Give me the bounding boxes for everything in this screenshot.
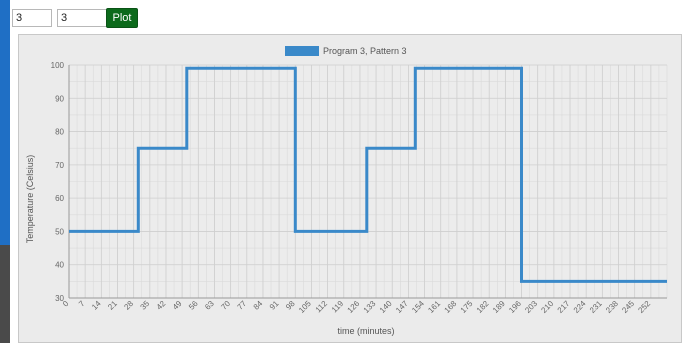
x-tick-label: 119: [330, 299, 346, 315]
x-tick-label: 133: [362, 299, 378, 315]
x-tick-label: 168: [442, 299, 458, 315]
x-tick-label: 49: [171, 299, 184, 312]
x-tick-label: 189: [491, 299, 507, 315]
x-tick-label: 56: [187, 299, 200, 312]
program-input[interactable]: [12, 9, 52, 27]
x-tick-label: 126: [346, 299, 362, 315]
y-tick-label: 40: [55, 261, 64, 270]
y-axis-title: Temperature (Celsius): [25, 155, 35, 244]
x-tick-label: 0: [61, 299, 71, 309]
x-tick-label: 147: [394, 299, 410, 315]
x-tick-label: 140: [378, 299, 394, 315]
x-tick-label: 70: [219, 299, 232, 312]
plot-button[interactable]: Plot: [106, 8, 138, 28]
x-tick-label: 196: [507, 299, 523, 315]
x-tick-label: 203: [523, 299, 539, 315]
page-accent-bar: [0, 0, 10, 343]
page-dark-panel: [0, 245, 10, 343]
x-tick-label: 210: [539, 299, 555, 315]
y-tick-label: 60: [55, 194, 64, 203]
x-tick-label: 112: [314, 299, 330, 315]
y-tick-label: 80: [55, 128, 64, 137]
x-tick-label: 231: [588, 299, 604, 315]
x-tick-label: 238: [604, 299, 620, 315]
x-axis-title: time (minutes): [337, 326, 394, 336]
x-tick-label: 77: [236, 299, 249, 312]
y-tick-label: 70: [55, 161, 64, 170]
x-tick-label: 217: [556, 299, 572, 315]
series-line: [69, 66, 667, 283]
x-tick-label: 154: [410, 299, 426, 315]
x-tick-label: 161: [426, 299, 442, 315]
x-tick-label: 63: [203, 299, 216, 312]
x-tick-label: 28: [122, 299, 135, 312]
y-tick-label: 100: [51, 61, 65, 70]
pattern-input[interactable]: [57, 9, 107, 27]
x-tick-label: 98: [284, 299, 297, 312]
legend-label: Program 3, Pattern 3: [323, 46, 407, 56]
x-tick-label: 7: [77, 299, 87, 309]
x-tick-label: 21: [106, 299, 119, 312]
x-tick-label: 105: [297, 299, 313, 315]
y-tick-label: 30: [55, 294, 64, 303]
x-tick-label: 224: [572, 299, 588, 315]
x-tick-label: 91: [268, 299, 281, 312]
x-tick-label: 182: [475, 299, 491, 315]
x-tick-label: 245: [620, 299, 636, 315]
y-tick-label: 90: [55, 94, 64, 103]
y-tick-label: 50: [55, 227, 64, 236]
x-tick-label: 35: [139, 299, 152, 312]
x-tick-label: 175: [459, 299, 475, 315]
chart-panel: 30 40 50 60 70 80 90 100 0 7 14 21 28 35 42 49 56 63 70 77 8…: [18, 34, 682, 343]
x-tick-label: 252: [636, 299, 652, 315]
x-tick-label: 42: [155, 299, 168, 312]
x-tick-label: 84: [252, 299, 265, 312]
x-tick-label: 14: [90, 299, 103, 312]
legend-swatch: [285, 46, 319, 56]
